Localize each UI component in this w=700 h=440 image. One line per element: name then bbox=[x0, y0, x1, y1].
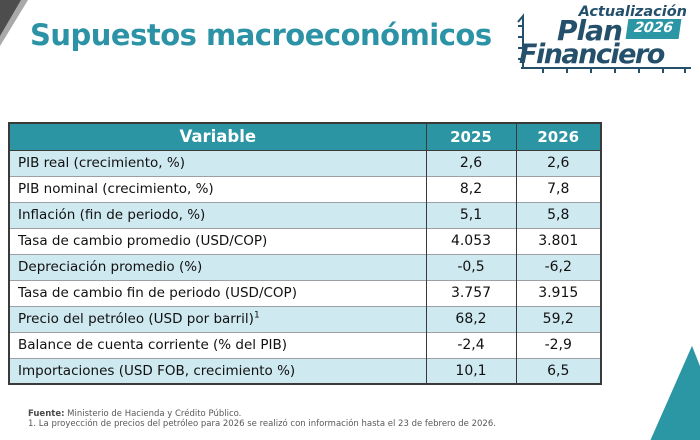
source-line: Fuente: Ministerio de Hacienda y Crédito… bbox=[28, 409, 496, 419]
header-variable: Variable bbox=[9, 123, 426, 151]
value-cell-2025: 3.757 bbox=[425, 279, 516, 306]
logo-actualizacion-text: Actualización bbox=[578, 4, 687, 20]
header-2025: 2025 bbox=[425, 123, 516, 151]
variable-cell: Depreciación promedio (%) bbox=[9, 253, 426, 280]
value-cell-2025: 2,6 bbox=[425, 150, 516, 176]
value-cell-2026: 6,5 bbox=[515, 357, 601, 384]
value-cell-2025: 4.053 bbox=[425, 227, 516, 254]
value-cell-2025: 5,1 bbox=[425, 201, 516, 228]
table-row: PIB real (crecimiento, %) 2,6 2,6 bbox=[9, 150, 601, 176]
variable-cell: Tasa de cambio fin de periodo (USD/COP) bbox=[9, 279, 426, 306]
value-cell-2025: 68,2 bbox=[425, 305, 516, 332]
value-cell-2026: 3.915 bbox=[515, 279, 601, 306]
variable-cell: Inflación (fin de periodo, %) bbox=[9, 201, 426, 228]
logo-financiero-text: Financiero bbox=[519, 39, 665, 70]
source-text: Ministerio de Hacienda y Crédito Público… bbox=[64, 409, 242, 419]
value-cell-2026: 3.801 bbox=[515, 227, 601, 254]
value-cell-2025: 10,1 bbox=[425, 357, 516, 384]
value-cell-2025: -0,5 bbox=[425, 253, 516, 280]
value-cell-2025: -2,4 bbox=[425, 331, 516, 358]
variable-cell: Importaciones (USD FOB, crecimiento %) bbox=[9, 357, 426, 384]
table-row: Tasa de cambio fin de periodo (USD/COP) 3… bbox=[9, 279, 601, 306]
footnote-marker: 1 bbox=[253, 310, 260, 321]
variable-cell: PIB real (crecimiento, %) bbox=[9, 150, 426, 176]
chart-axis-icon bbox=[517, 13, 691, 73]
macro-assumptions-table: Variable 2025 2026 PIB real (crecimiento… bbox=[8, 122, 602, 385]
value-cell-2025: 8,2 bbox=[425, 175, 516, 202]
logo-plan-row: Plan 2026 bbox=[557, 14, 682, 47]
value-cell-2026: 59,2 bbox=[515, 305, 601, 332]
corner-decoration bbox=[0, 0, 30, 48]
logo-plan-text: Plan bbox=[557, 14, 623, 47]
table-body: PIB real (crecimiento, %) 2,6 2,6 PIB nomin… bbox=[9, 150, 601, 384]
variable-cell: PIB nominal (crecimiento, %) bbox=[9, 175, 426, 202]
table-row: Importaciones (USD FOB, crecimiento %) 10… bbox=[9, 357, 601, 384]
plan-financiero-logo: Actualización Plan 2026 Financiero bbox=[509, 4, 695, 80]
table-row: Depreciación promedio (%) -0,5 -6,2 bbox=[9, 253, 601, 280]
page-title: Supuestos macroeconómicos bbox=[30, 18, 492, 52]
value-cell-2026: 5,8 bbox=[515, 201, 601, 228]
table-row: Tasa de cambio promedio (USD/COP) 4.053 3.… bbox=[9, 227, 601, 254]
value-cell-2026: -6,2 bbox=[515, 253, 601, 280]
footnote-line: 1. La proyección de precios del petróleo… bbox=[28, 419, 496, 430]
table-row: Inflación (fin de periodo, %) 5,1 5,8 bbox=[9, 201, 601, 228]
value-cell-2026: 2,6 bbox=[515, 150, 601, 176]
footer: Fuente: Ministerio de Hacienda y Crédito… bbox=[28, 409, 496, 429]
variable-cell: Balance de cuenta corriente (% del PIB) bbox=[9, 331, 426, 358]
triangle-decoration bbox=[650, 345, 700, 440]
logo-2026-badge: 2026 bbox=[625, 19, 682, 39]
value-cell-2026: -2,9 bbox=[515, 331, 601, 358]
table-row: Precio del petróleo (USD por barril)1 68,… bbox=[9, 305, 601, 332]
source-label: Fuente: bbox=[28, 409, 65, 419]
table-header: Variable 2025 2026 bbox=[9, 123, 601, 151]
variable-cell: Tasa de cambio promedio (USD/COP) bbox=[9, 227, 426, 254]
table-row: PIB nominal (crecimiento, %) 8,2 7,8 bbox=[9, 175, 601, 202]
value-cell-2026: 7,8 bbox=[515, 175, 601, 202]
table-row: Balance de cuenta corriente (% del PIB) -… bbox=[9, 331, 601, 358]
table-header-row: Variable 2025 2026 bbox=[9, 123, 601, 151]
variable-cell: Precio del petróleo (USD por barril)1 bbox=[9, 305, 426, 332]
header-2026: 2026 bbox=[515, 123, 601, 151]
